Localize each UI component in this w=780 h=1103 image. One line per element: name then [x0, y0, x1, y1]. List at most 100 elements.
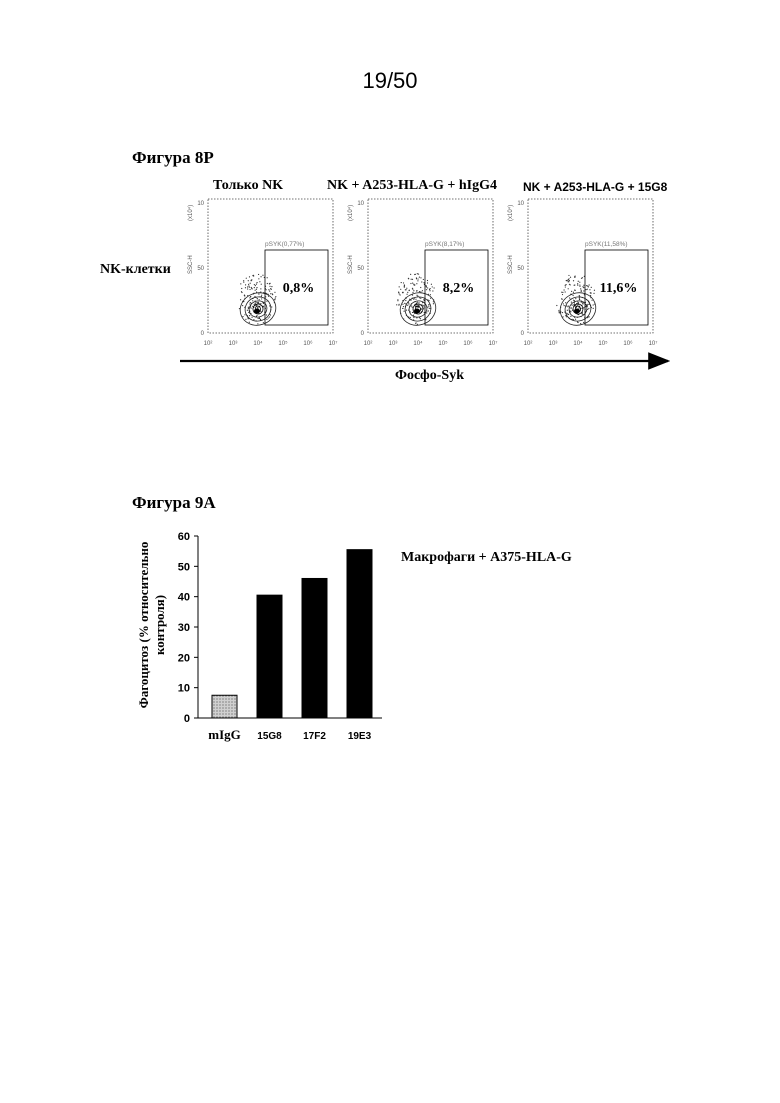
scatter-dot	[420, 298, 421, 299]
scatter-dot	[259, 318, 260, 319]
figure-9a-title: Фигура 9A	[132, 493, 216, 513]
scatter-dot	[399, 293, 400, 294]
bar-19E3	[347, 550, 372, 718]
scatter-dot	[426, 312, 427, 313]
plot-frame	[208, 199, 333, 333]
y-exponent-label: (x10⁴)	[507, 205, 514, 221]
scatter-dot	[562, 299, 563, 300]
scatter-dot	[591, 300, 592, 301]
scatter-dot	[583, 322, 584, 323]
scatter-dot	[563, 289, 564, 290]
x-tick-label: 10⁶	[303, 340, 313, 347]
scatter-dot	[417, 278, 418, 279]
y-axis-label: SSC-H	[188, 255, 194, 274]
scatter-dot	[396, 304, 397, 305]
scatter-dot	[428, 310, 429, 311]
scatter-dot	[412, 307, 413, 308]
scatter-dot	[269, 290, 270, 291]
scatter-dot	[246, 278, 247, 279]
scatter-dot	[575, 319, 576, 320]
scatter-dot	[253, 275, 254, 276]
scatter-dot	[567, 310, 568, 311]
scatter-dot	[433, 301, 434, 302]
scatter-dot	[419, 276, 420, 277]
scatter-dot	[267, 283, 268, 284]
scatter-dot	[410, 283, 411, 284]
scatter-dot	[562, 292, 563, 293]
scatter-dot	[420, 291, 421, 292]
scatter-dot	[274, 292, 275, 293]
scatter-dot	[412, 288, 413, 289]
scatter-dot	[570, 316, 571, 317]
scatter-dot	[256, 284, 257, 285]
scatter-dot	[405, 300, 406, 301]
scatter-dot	[408, 278, 409, 279]
scatter-dot	[247, 286, 248, 287]
scatter-dot	[429, 290, 430, 291]
scatter-dot	[413, 299, 414, 300]
x-tick-label: 10²	[204, 341, 213, 347]
scatter-dot	[258, 274, 259, 275]
scatter-dot	[268, 289, 269, 290]
scatter-dot	[556, 305, 557, 306]
scatter-dot	[260, 303, 261, 304]
scatter-dot	[562, 312, 563, 313]
y-tick-label: 0	[201, 331, 205, 337]
scatter-dot	[574, 277, 575, 278]
scatter-dot	[261, 284, 262, 285]
scatter-dot	[270, 288, 271, 289]
scatter-dot	[427, 280, 428, 281]
scatter-dot	[575, 290, 576, 291]
scatter-dot	[420, 277, 421, 278]
scatter-dot	[575, 276, 576, 277]
scatter-dot	[408, 302, 409, 303]
x-tick-label: 10³	[549, 341, 558, 347]
scatter-dot	[571, 302, 572, 303]
scatter-dot	[254, 284, 255, 285]
scatter-dot	[271, 306, 272, 307]
y-tick-label: 60	[178, 531, 190, 543]
scatter-dot	[411, 305, 412, 306]
scatter-dot	[416, 277, 417, 278]
scatter-dot	[255, 303, 256, 304]
scatter-dot	[406, 309, 407, 310]
scatter-dot	[408, 303, 409, 304]
bar-17F2	[302, 578, 327, 718]
scatter-dot	[574, 300, 575, 301]
scatter-dot	[575, 298, 576, 299]
y-tick-label: 0	[184, 713, 190, 725]
scatter-dot	[423, 282, 424, 283]
scatter-dot	[255, 290, 256, 291]
scatter-dot	[578, 307, 579, 308]
gate-percent: 0,8%	[283, 281, 315, 296]
scatter-dot	[415, 299, 416, 300]
scatter-dot	[249, 297, 250, 298]
scatter-dot	[241, 288, 242, 289]
scatter-dot	[242, 305, 243, 306]
y-exponent-label: (x10⁴)	[347, 205, 354, 221]
scatter-dot	[563, 303, 564, 304]
scatter-dot	[579, 297, 580, 298]
scatter-dot	[402, 292, 403, 293]
scatter-dot	[252, 300, 253, 301]
flow-panel-1: 05010SSC-H(x10⁴)10²10³10⁴10⁵10⁶10⁷pSYK(0…	[187, 199, 337, 347]
scatter-dot	[572, 295, 573, 296]
scatter-dot	[565, 302, 566, 303]
scatter-dot	[419, 291, 420, 292]
scatter-dot	[406, 288, 407, 289]
scatter-dot	[413, 317, 414, 318]
scatter-dot	[412, 312, 413, 313]
scatter-dot	[558, 310, 559, 311]
y-tick-label: 10	[357, 201, 364, 207]
scatter-dot	[433, 287, 434, 288]
scatter-dot	[412, 279, 413, 280]
scatter-dot	[580, 323, 581, 324]
scatter-dot	[410, 274, 411, 275]
scatter-dot	[250, 283, 251, 284]
x-tick-label: 19E3	[348, 731, 372, 742]
scatter-dot	[413, 290, 414, 291]
scatter-dot	[577, 283, 578, 284]
scatter-dot	[579, 299, 580, 300]
scatter-dot	[562, 316, 563, 317]
scatter-dot	[249, 289, 250, 290]
